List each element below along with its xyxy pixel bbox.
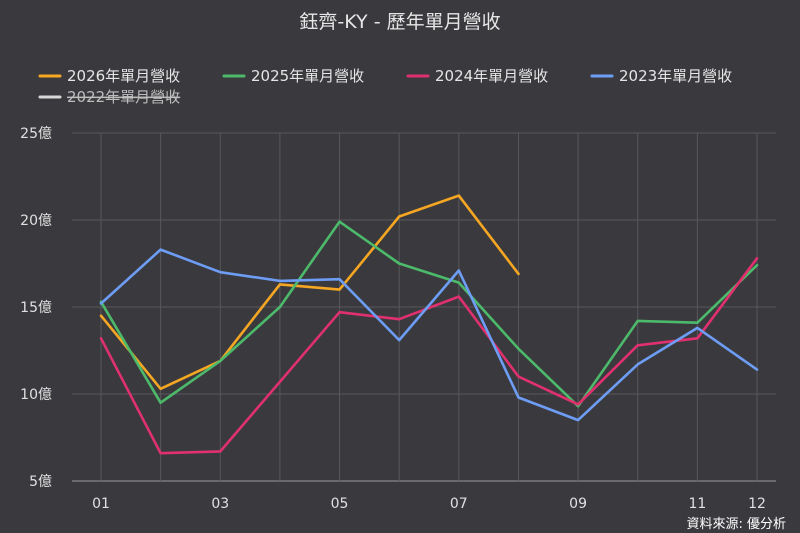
y-tick-label: 10億 xyxy=(20,387,52,403)
legend-label: 2022年單月營收 xyxy=(67,88,180,106)
x-tick-label: 07 xyxy=(450,496,468,512)
y-tick-label: 20億 xyxy=(20,213,52,229)
legend: 2026年單月營收 2025年單月營收 2024年單月營收 2023年單月營收 2022… xyxy=(38,67,732,106)
x-tick-label: 03 xyxy=(211,496,229,512)
legend-label: 2023年單月營收 xyxy=(619,67,732,85)
y-tick-label: 5億 xyxy=(29,474,52,490)
series-line-3 xyxy=(99,248,759,422)
source-note: 資料來源: 優分析 xyxy=(686,517,786,532)
legend-label: 2025年單月營收 xyxy=(251,67,364,85)
chart-title: 鈺齊-KY - 歷年單月營收 xyxy=(299,11,500,33)
legend-item-2[interactable]: 2024年單月營收 xyxy=(406,67,548,85)
x-tick-label: 11 xyxy=(688,496,706,512)
x-tick-label: 01 xyxy=(92,496,110,512)
series-line-1 xyxy=(99,220,759,408)
legend-item-3[interactable]: 2023年單月營收 xyxy=(590,67,732,85)
series-lines xyxy=(99,194,759,455)
legend-item-4[interactable]: 2022年單月營收 xyxy=(38,88,180,106)
legend-label: 2024年單月營收 xyxy=(435,67,548,85)
y-tick-label: 15億 xyxy=(20,300,52,316)
y-axis-ticks: 5億 10億 15億 20億 25億 xyxy=(20,126,52,490)
x-tick-label: 12 xyxy=(748,496,766,512)
x-tick-label: 09 xyxy=(569,496,587,512)
x-axis-ticks: 01 03 05 07 09 11 12 xyxy=(92,496,766,512)
y-tick-label: 25億 xyxy=(20,126,52,142)
legend-item-0[interactable]: 2026年單月營收 xyxy=(38,67,180,85)
legend-label: 2026年單月營收 xyxy=(67,67,180,85)
x-tick-label: 05 xyxy=(331,496,349,512)
grid xyxy=(72,132,776,482)
legend-item-1[interactable]: 2025年單月營收 xyxy=(222,67,364,85)
series-line-0 xyxy=(99,194,520,391)
series-line-2 xyxy=(99,257,759,455)
